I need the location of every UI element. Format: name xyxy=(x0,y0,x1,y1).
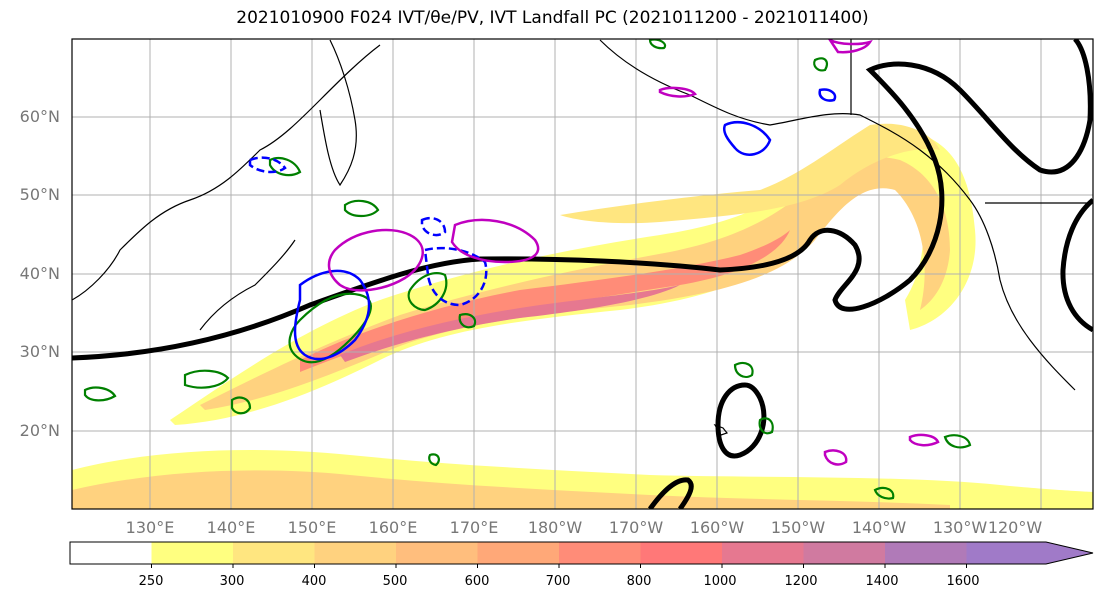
pv-contour-13 xyxy=(813,57,829,72)
magenta-contour-5 xyxy=(823,449,848,466)
pv-contour-9 xyxy=(458,313,477,329)
theta-e-contour-2 xyxy=(423,246,488,307)
theta-e-contour-4 xyxy=(248,156,287,174)
theta-e-contour-6 xyxy=(818,88,837,102)
theta-e-contour-1 xyxy=(293,269,371,361)
ivt-arctic-band xyxy=(560,123,940,224)
pv-contour-4 xyxy=(83,386,117,402)
pv-contour-10 xyxy=(943,434,972,449)
lat-label-60n: 60°N xyxy=(19,107,60,126)
colorbar-label-250: 250 xyxy=(138,574,164,589)
colorbar-segment-0 xyxy=(70,542,152,564)
colorbar-label-300: 300 xyxy=(219,574,245,589)
theta-e-contour-3 xyxy=(420,216,447,237)
pv-contour-6 xyxy=(343,199,380,218)
lat-label-50n: 50°N xyxy=(19,185,60,204)
lon-label-140e: 140°E xyxy=(206,518,256,537)
pv-contour-2 xyxy=(407,272,448,312)
lat-label-30n: 30°N xyxy=(19,342,60,361)
colorbar-segment-8 xyxy=(722,542,804,564)
colorbar-label-800: 800 xyxy=(626,574,652,589)
landfall-contour-main xyxy=(72,39,1093,361)
colorbar-label-1200: 1200 xyxy=(784,574,818,589)
coast-alaska xyxy=(599,39,971,201)
colorbar-label-1400: 1400 xyxy=(865,574,899,589)
magenta-contour-6 xyxy=(658,86,698,98)
magenta-contour-2 xyxy=(450,218,540,264)
map-title: 2021010900 F024 IVT/θe/PV, IVT Landfall … xyxy=(0,8,1105,28)
magenta-contour-3 xyxy=(827,39,873,54)
lon-label-160w: 160°W xyxy=(689,518,745,537)
lon-label-160e: 160°E xyxy=(368,518,418,537)
coast-japan xyxy=(199,239,296,331)
landfall-contour-hawaii xyxy=(715,382,767,459)
pv-contour-14 xyxy=(428,453,440,467)
colorbar-segment-10 xyxy=(885,542,967,564)
pv-contour-15 xyxy=(648,39,667,50)
colorbar-segment-11 xyxy=(966,542,1093,564)
lon-label-170w: 170°W xyxy=(608,518,664,537)
lon-label-120w: 120°W xyxy=(987,518,1043,537)
colorbar-segment-4 xyxy=(396,542,478,564)
magenta-contours xyxy=(327,39,940,466)
magenta-contour-1 xyxy=(327,228,424,292)
colorbar-label-700: 700 xyxy=(545,574,571,589)
lon-label-130e: 130°E xyxy=(125,518,175,537)
magenta-contour-4 xyxy=(908,433,940,447)
lon-label-180w: 180°W xyxy=(527,518,583,537)
lat-label-40n: 40°N xyxy=(19,264,60,283)
landfall-contour-east xyxy=(1060,198,1093,333)
pv-contour-5 xyxy=(230,396,252,415)
ivt-southern-band-inner xyxy=(72,470,950,509)
coast-asia xyxy=(72,44,381,301)
colorbar-outline xyxy=(69,541,1094,565)
colorbar-label-1600: 1600 xyxy=(946,574,980,589)
colorbar-segment-2 xyxy=(233,542,315,564)
ivt-shading xyxy=(72,123,1093,509)
colorbar-segment-5 xyxy=(477,542,560,564)
coast-kamchatka xyxy=(319,39,357,187)
title-text: 2021010900 F024 IVT/θe/PV, IVT Landfall … xyxy=(236,8,869,28)
colorbar-label-600: 600 xyxy=(464,574,490,589)
colorbar-segment-7 xyxy=(640,542,723,564)
lon-label-130w: 130°W xyxy=(932,518,988,537)
lon-label-150w: 150°W xyxy=(770,518,826,537)
colorbar-label-1000: 1000 xyxy=(703,574,737,589)
colorbar-label-400: 400 xyxy=(301,574,327,589)
colorbar-segment-9 xyxy=(803,542,886,564)
ivt-plume-max xyxy=(340,285,680,362)
lon-label-150e: 150°E xyxy=(287,518,337,537)
landfall-contour-south xyxy=(647,477,694,509)
pv-contours xyxy=(83,39,972,500)
pv-contour-8 xyxy=(733,361,754,379)
pv-contour-12 xyxy=(873,486,895,500)
coastlines xyxy=(72,39,1093,436)
map-frame xyxy=(71,38,1094,510)
colorbar xyxy=(69,541,1094,568)
colorbar-segment-1 xyxy=(151,542,234,564)
pv-contour-3 xyxy=(183,369,230,389)
pv-contour-7 xyxy=(268,156,302,177)
lon-label-140w: 140°W xyxy=(851,518,907,537)
pv-contour-11 xyxy=(758,417,774,435)
lat-label-20n: 20°N xyxy=(19,421,60,440)
colorbar-label-500: 500 xyxy=(382,574,408,589)
lon-label-170e: 170°E xyxy=(449,518,499,537)
colorbar-segment-3 xyxy=(314,542,397,564)
landfall-contour xyxy=(72,39,1093,509)
coast-na-west xyxy=(969,199,1076,391)
colorbar-segment-6 xyxy=(559,542,641,564)
theta-e-contour-5 xyxy=(723,121,772,156)
theta-e-contours xyxy=(248,88,837,361)
pv-contour-1 xyxy=(288,292,372,364)
ivt-plume-core xyxy=(300,230,790,372)
